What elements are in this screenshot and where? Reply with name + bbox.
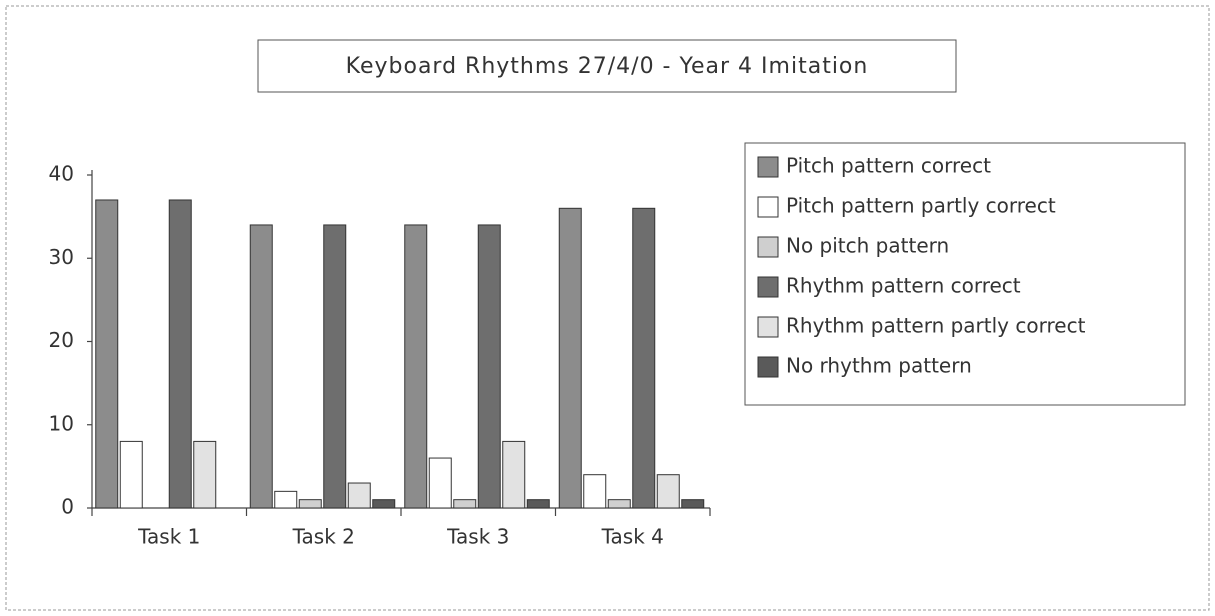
y-tick-label: 20 bbox=[49, 328, 74, 352]
y-tick-label: 0 bbox=[61, 495, 74, 519]
x-tick-label: Task 3 bbox=[446, 525, 509, 549]
legend-swatch bbox=[757, 196, 779, 218]
chart-border bbox=[5, 5, 1210, 611]
legend-label: No pitch pattern bbox=[786, 234, 949, 258]
legend-label: Pitch pattern correct bbox=[786, 154, 991, 178]
bar bbox=[428, 457, 452, 509]
bar bbox=[347, 482, 371, 509]
y-tick-label: 10 bbox=[49, 411, 74, 435]
bar bbox=[632, 207, 656, 509]
legend-swatch bbox=[757, 156, 779, 178]
legend-swatch bbox=[757, 276, 779, 298]
bar bbox=[526, 499, 550, 509]
legend-label: Rhythm pattern correct bbox=[786, 274, 1021, 298]
legend-label: Rhythm pattern partly correct bbox=[786, 314, 1086, 338]
bar bbox=[656, 474, 680, 509]
x-tick-label: Task 1 bbox=[137, 525, 200, 549]
bar bbox=[607, 499, 631, 509]
legend-swatch bbox=[757, 236, 779, 258]
bar bbox=[193, 440, 217, 509]
bar bbox=[404, 224, 428, 509]
title-box bbox=[257, 39, 957, 93]
x-tick-label: Task 2 bbox=[292, 525, 355, 549]
legend-box bbox=[744, 142, 1186, 406]
bar bbox=[583, 474, 607, 509]
legend-label: Pitch pattern partly correct bbox=[786, 194, 1056, 218]
bar bbox=[95, 199, 119, 509]
bar bbox=[298, 499, 322, 509]
bar bbox=[168, 199, 192, 509]
bar bbox=[502, 440, 526, 509]
bar bbox=[558, 207, 582, 509]
bar bbox=[249, 224, 273, 509]
bar bbox=[681, 499, 705, 509]
legend-swatch bbox=[757, 316, 779, 338]
bar bbox=[323, 224, 347, 509]
x-tick-label: Task 4 bbox=[601, 525, 664, 549]
bar bbox=[372, 499, 396, 509]
bar bbox=[119, 440, 143, 509]
bar bbox=[453, 499, 477, 509]
bar bbox=[274, 490, 298, 509]
chart-title: Keyboard Rhythms 27/4/0 - Year 4 Imitati… bbox=[346, 54, 869, 79]
legend-swatch bbox=[757, 356, 779, 378]
bar bbox=[477, 224, 501, 509]
y-tick-label: 40 bbox=[49, 162, 74, 186]
y-tick-label: 30 bbox=[49, 245, 74, 269]
legend-label: No rhythm pattern bbox=[786, 354, 972, 378]
